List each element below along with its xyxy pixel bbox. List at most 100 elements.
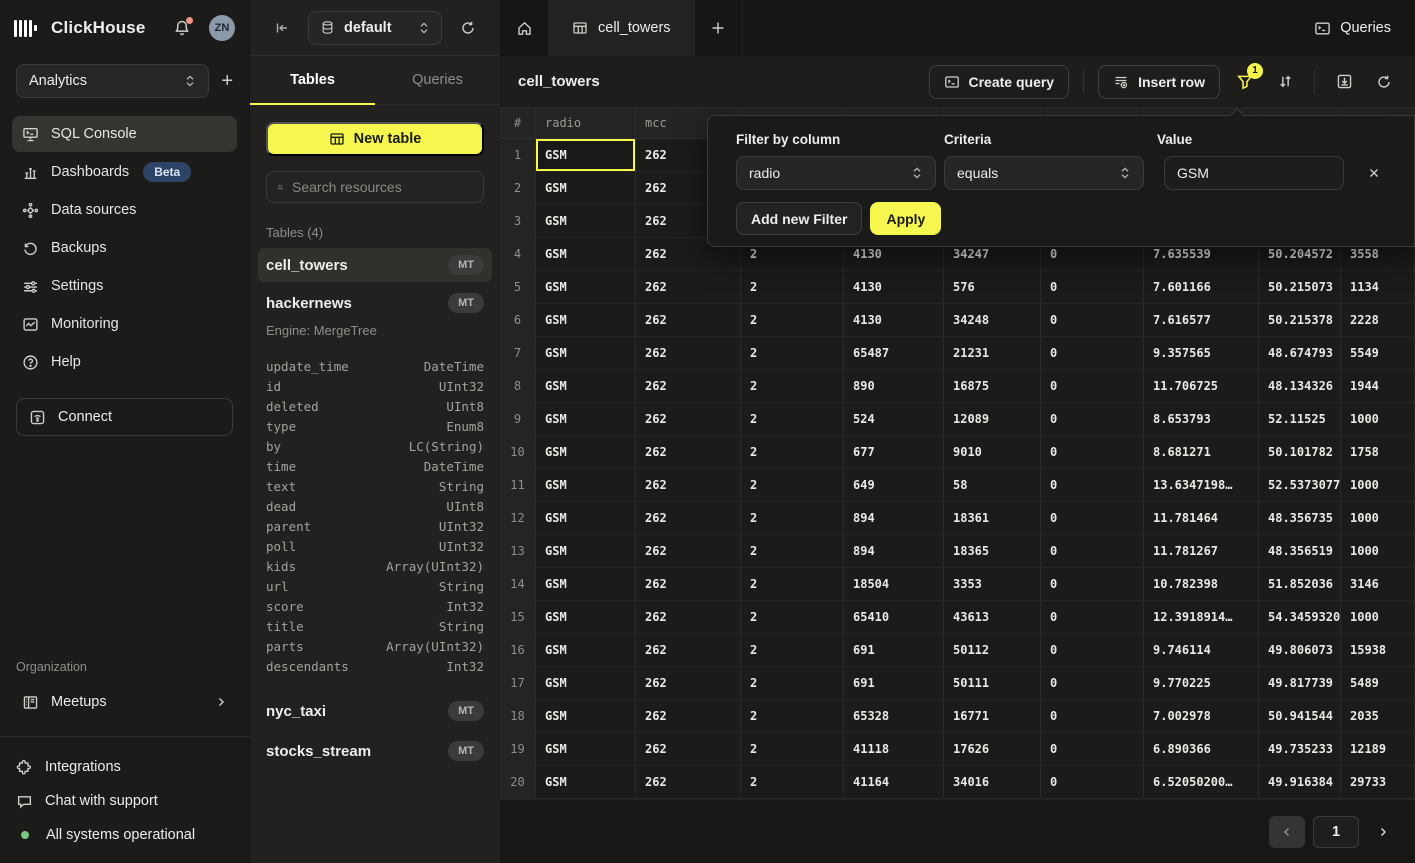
grid-cell[interactable]: 52.11525 xyxy=(1259,403,1341,436)
criteria-select[interactable]: equals xyxy=(944,156,1144,190)
grid-cell[interactable]: GSM xyxy=(536,271,636,304)
row-number-cell[interactable]: 10 xyxy=(500,436,536,469)
grid-cell[interactable]: 262 xyxy=(636,700,741,733)
sort-button[interactable] xyxy=(1270,67,1300,97)
grid-cell[interactable]: GSM xyxy=(536,205,636,238)
grid-cell[interactable]: GSM xyxy=(536,601,636,634)
grid-cell[interactable]: 0 xyxy=(1041,436,1144,469)
grid-cell[interactable]: 1944 xyxy=(1341,370,1415,403)
grid-cell[interactable]: 58 xyxy=(944,469,1041,502)
grid-cell[interactable]: 54.3459320… xyxy=(1259,601,1341,634)
grid-cell[interactable]: GSM xyxy=(536,337,636,370)
grid-cell[interactable]: 18365 xyxy=(944,535,1041,568)
grid-cell[interactable]: 1000 xyxy=(1341,601,1415,634)
grid-cell[interactable]: GSM xyxy=(536,469,636,502)
grid-cell[interactable]: GSM xyxy=(536,700,636,733)
grid-cell[interactable]: 6.890366 xyxy=(1144,733,1259,766)
home-tab[interactable] xyxy=(500,0,548,56)
grid-cell[interactable]: 2 xyxy=(741,733,844,766)
grid-cell[interactable]: 2 xyxy=(741,370,844,403)
prev-page-button[interactable] xyxy=(1269,815,1305,848)
grid-cell[interactable]: 34016 xyxy=(944,766,1041,799)
grid-cell[interactable]: 2 xyxy=(741,337,844,370)
grid-cell[interactable]: 6.52050200… xyxy=(1144,766,1259,799)
grid-cell[interactable]: 12189 xyxy=(1341,733,1415,766)
table-item-cell-towers[interactable]: cell_towers MT xyxy=(258,248,492,282)
grid-cell[interactable]: 894 xyxy=(844,502,944,535)
row-number-cell[interactable]: 12 xyxy=(500,502,536,535)
grid-cell[interactable]: GSM xyxy=(536,139,636,172)
grid-cell[interactable]: 4130 xyxy=(844,238,944,271)
grid-cell[interactable]: 7.601166 xyxy=(1144,271,1259,304)
grid-cell[interactable]: 43613 xyxy=(944,601,1041,634)
grid-cell[interactable]: 0 xyxy=(1041,271,1144,304)
workspace-select[interactable]: Analytics xyxy=(16,64,210,98)
grid-cell[interactable]: 48.356735 xyxy=(1259,502,1341,535)
row-number-cell[interactable]: 18 xyxy=(500,700,536,733)
grid-cell[interactable]: 21231 xyxy=(944,337,1041,370)
grid-cell[interactable]: 9.746114 xyxy=(1144,634,1259,667)
grid-cell[interactable]: 262 xyxy=(636,238,741,271)
grid-cell[interactable]: 0 xyxy=(1041,766,1144,799)
grid-cell[interactable]: 0 xyxy=(1041,568,1144,601)
row-number-cell[interactable]: 9 xyxy=(500,403,536,436)
grid-cell[interactable]: 11.781267 xyxy=(1144,535,1259,568)
create-query-button[interactable]: Create query xyxy=(928,64,1070,99)
grid-cell[interactable]: 18504 xyxy=(844,568,944,601)
nav-item-dashboards[interactable]: Dashboards Beta xyxy=(12,154,237,190)
grid-cell[interactable]: 894 xyxy=(844,535,944,568)
grid-cell[interactable]: GSM xyxy=(536,733,636,766)
grid-cell[interactable]: 13.6347198… xyxy=(1144,469,1259,502)
grid-cell[interactable]: 10.782398 xyxy=(1144,568,1259,601)
table-item-hackernews[interactable]: hackernews MT xyxy=(258,286,492,320)
grid-cell[interactable]: 1000 xyxy=(1341,502,1415,535)
grid-cell[interactable]: 52.5373077… xyxy=(1259,469,1341,502)
row-number-cell[interactable]: 14 xyxy=(500,568,536,601)
grid-cell[interactable]: 0 xyxy=(1041,370,1144,403)
grid-cell[interactable]: 262 xyxy=(636,403,741,436)
grid-cell[interactable]: 2 xyxy=(741,601,844,634)
row-number-cell[interactable]: 16 xyxy=(500,634,536,667)
grid-cell[interactable]: 0 xyxy=(1041,535,1144,568)
grid-cell[interactable]: 34248 xyxy=(944,304,1041,337)
row-number-cell[interactable]: 13 xyxy=(500,535,536,568)
grid-cell[interactable]: 0 xyxy=(1041,238,1144,271)
grid-cell[interactable]: 0 xyxy=(1041,733,1144,766)
grid-cell[interactable]: 49.806073 xyxy=(1259,634,1341,667)
filter-button[interactable]: 1 xyxy=(1230,62,1263,97)
grid-cell[interactable]: 677 xyxy=(844,436,944,469)
tab-queries[interactable]: Queries xyxy=(412,72,463,88)
grid-cell[interactable]: GSM xyxy=(536,304,636,337)
grid-cell[interactable]: 34247 xyxy=(944,238,1041,271)
grid-cell[interactable]: GSM xyxy=(536,403,636,436)
row-number-cell[interactable]: 11 xyxy=(500,469,536,502)
grid-cell[interactable]: 0 xyxy=(1041,469,1144,502)
grid-cell[interactable]: GSM xyxy=(536,370,636,403)
grid-cell[interactable]: 65328 xyxy=(844,700,944,733)
current-page[interactable]: 1 xyxy=(1313,815,1359,848)
next-page-button[interactable] xyxy=(1377,826,1389,838)
grid-cell[interactable]: 262 xyxy=(636,370,741,403)
grid-cell[interactable]: 262 xyxy=(636,337,741,370)
row-number-cell[interactable]: 17 xyxy=(500,667,536,700)
grid-cell[interactable]: 262 xyxy=(636,568,741,601)
grid-cell[interactable]: 18361 xyxy=(944,502,1041,535)
grid-cell[interactable]: 7.002978 xyxy=(1144,700,1259,733)
row-number-cell[interactable]: 3 xyxy=(500,205,536,238)
grid-cell[interactable]: 5489 xyxy=(1341,667,1415,700)
grid-cell[interactable]: 9010 xyxy=(944,436,1041,469)
new-table-button[interactable]: New table xyxy=(266,122,484,156)
notifications-bell-icon[interactable] xyxy=(173,17,193,37)
grid-cell[interactable]: 262 xyxy=(636,436,741,469)
connect-button[interactable]: Connect xyxy=(16,398,233,436)
grid-cell[interactable]: 2 xyxy=(741,436,844,469)
filter-column-select[interactable]: radio xyxy=(736,156,936,190)
grid-cell[interactable]: 2 xyxy=(741,271,844,304)
grid-cell[interactable]: 2 xyxy=(741,403,844,436)
grid-cell[interactable]: 262 xyxy=(636,469,741,502)
grid-cell[interactable]: 9.357565 xyxy=(1144,337,1259,370)
grid-cell[interactable]: 2 xyxy=(741,634,844,667)
row-number-cell[interactable]: 19 xyxy=(500,733,536,766)
grid-cell[interactable]: 0 xyxy=(1041,634,1144,667)
row-number-cell[interactable]: 15 xyxy=(500,601,536,634)
